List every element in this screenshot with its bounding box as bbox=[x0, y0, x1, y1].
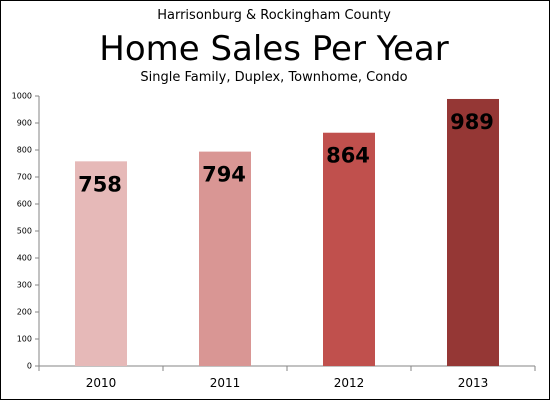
data-label: 989 bbox=[450, 110, 494, 134]
x-tick-label: 2013 bbox=[458, 376, 489, 390]
y-tick-label: 700 bbox=[17, 173, 32, 182]
x-tick-label: 2011 bbox=[210, 376, 241, 390]
data-labels: 758 794 864 989 bbox=[78, 110, 494, 196]
chart-supertitle: Harrisonburg & Rockingham County bbox=[157, 8, 391, 23]
y-tick-label: 200 bbox=[17, 308, 32, 317]
y-tick-label: 900 bbox=[17, 119, 32, 128]
y-axis: 0 100 200 300 400 500 600 700 800 900 1000 bbox=[12, 92, 40, 371]
bar-2012 bbox=[323, 132, 375, 366]
x-tick-label: 2012 bbox=[334, 376, 365, 390]
bar-2011 bbox=[199, 151, 251, 366]
chart-subtitle: Single Family, Duplex, Townhome, Condo bbox=[140, 70, 408, 85]
y-tick-label: 400 bbox=[17, 254, 32, 263]
y-tick-label: 0 bbox=[27, 362, 32, 371]
data-label: 758 bbox=[78, 172, 122, 196]
data-label: 864 bbox=[326, 144, 370, 168]
y-tick-label: 800 bbox=[17, 146, 32, 155]
y-tick-label: 300 bbox=[17, 281, 32, 290]
bars bbox=[75, 98, 499, 366]
y-tick-label: 100 bbox=[17, 335, 32, 344]
y-tick-label: 1000 bbox=[12, 92, 32, 101]
bar-2013 bbox=[447, 98, 499, 366]
y-tick-label: 600 bbox=[17, 200, 32, 209]
chart-title: Home Sales Per Year bbox=[99, 29, 449, 69]
x-tick-label: 2010 bbox=[86, 376, 117, 390]
data-label: 794 bbox=[202, 163, 246, 187]
x-axis: 2010 2011 2012 2013 bbox=[38, 365, 536, 390]
y-tick-label: 500 bbox=[17, 227, 32, 236]
bar-2010 bbox=[75, 161, 127, 366]
